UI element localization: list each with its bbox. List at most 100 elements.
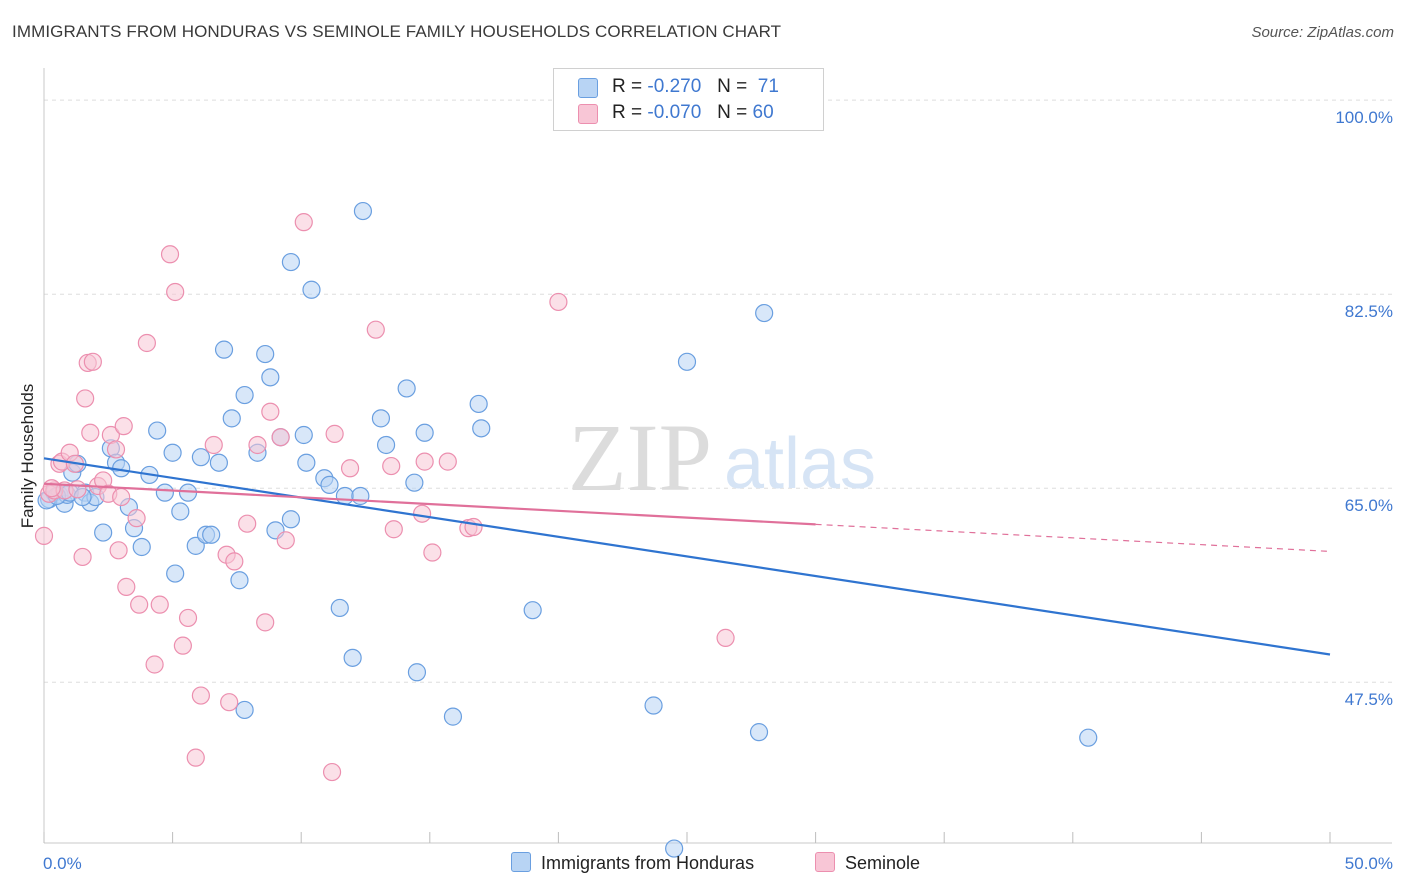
seminole-point [438,452,457,471]
y-tick-label: 65.0% [1345,496,1393,515]
y-tick-label: 100.0% [1335,108,1393,127]
legend-n-label: N = [717,76,748,97]
seminole-point [106,440,126,459]
seminole-point [325,424,344,443]
correlation-legend: R = -0.270 N = 71 R = -0.070 N = 60 [553,68,824,131]
legend-r-label: R = [612,102,643,123]
seminole-point [112,487,131,507]
legend-n-value: 60 [752,102,774,123]
y-axis-label: Family Households [18,383,37,529]
seminole-trend-line [43,482,816,526]
honduras-point [320,475,339,494]
seminole-point [549,292,568,312]
source-label: Source: ZipAtlas.com [1251,24,1394,41]
honduras-point [235,385,254,405]
trend-layer [43,457,1331,656]
seminole-point [83,352,102,371]
honduras-point [371,409,391,428]
honduras-point [472,419,491,438]
seminole-point [178,608,198,628]
honduras-point [1079,728,1098,747]
honduras-point [755,303,774,323]
honduras-point [166,564,185,583]
legend-r-label: R = [612,76,643,97]
seminole-point [276,531,295,550]
seminole-point [160,245,180,264]
bottom-legend-seminole: Seminole [815,852,920,874]
seminole-point [130,595,149,614]
seminole-point [415,452,434,471]
seminole-point [127,509,146,528]
seminole-point [42,479,61,498]
seminole-point [423,543,442,562]
seminole-point [137,333,156,353]
points-layer [34,201,1098,858]
seminole-point [173,636,192,655]
honduras-point [281,510,301,529]
honduras-point [677,352,697,371]
honduras-point [523,601,542,620]
legend-r-value: -0.070 [647,102,702,123]
watermark-zip: ZIP [568,404,712,511]
legend-n-value: 71 [757,76,779,97]
honduras-point [343,648,362,667]
seminole-point [166,282,185,302]
tick-labels: 47.5% 65.0% 82.5% 100.0% 0.0% 50.0% [43,108,1393,873]
seminole-point [382,456,401,476]
x-tick-label: 50.0% [1345,854,1393,873]
honduras-point [222,409,241,428]
bottom-legend-honduras: Immigrants from Honduras [511,852,754,874]
honduras-point [443,707,463,726]
bottom-legend-honduras-label: Immigrants from Honduras [541,853,755,873]
grid-layer [44,99,1392,683]
legend-swatch-seminole [578,104,598,124]
honduras-point [261,368,280,387]
bottom-swatch-honduras [511,852,531,872]
honduras-point [665,839,684,858]
honduras-point [335,486,355,506]
seminole-point [109,541,128,560]
seminole-point [384,520,403,539]
seminole-point [76,389,95,408]
seminole-point [68,480,87,499]
y-tick-label: 47.5% [1345,690,1393,709]
honduras-point [294,425,313,445]
honduras-point [376,435,396,455]
seminole-point [271,428,290,447]
seminole-point [150,595,169,614]
seminole-point [81,423,100,442]
seminole-point [248,435,267,455]
honduras-point [351,486,370,506]
legend-text-seminole: R = -0.070 N = 60 [612,102,774,124]
seminole-point [294,213,313,232]
honduras-point [235,700,254,720]
seminole-point [716,628,735,647]
axis-layer [43,68,1392,844]
seminole-point [191,686,210,705]
honduras-point [644,696,663,715]
seminole-point [73,547,92,567]
seminole-point [114,417,133,436]
honduras-point [281,252,301,272]
honduras-point [94,523,113,542]
chart-title: IMMIGRANTS FROM HONDURAS VS SEMINOLE FAM… [12,22,782,41]
honduras-point [397,379,416,398]
honduras-point [330,598,349,618]
honduras-point [353,201,373,221]
honduras-point [163,443,182,462]
honduras-point [407,663,427,682]
honduras-point [297,453,316,472]
seminole-point [220,693,239,712]
seminole-point [256,613,275,632]
honduras-point [256,344,275,364]
honduras-point [415,423,434,442]
bottom-legend-seminole-label: Seminole [845,853,921,873]
seminole-point [340,459,360,478]
honduras-point [191,448,210,467]
seminole-point [204,435,223,455]
seminole-point [34,526,54,545]
honduras-point [186,536,205,555]
bottom-swatch-seminole [815,852,835,872]
seminole-point [186,748,205,767]
